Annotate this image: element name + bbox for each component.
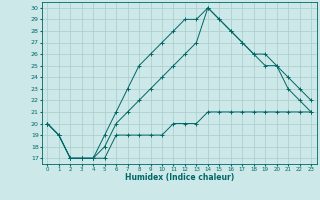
X-axis label: Humidex (Indice chaleur): Humidex (Indice chaleur) [124,173,234,182]
